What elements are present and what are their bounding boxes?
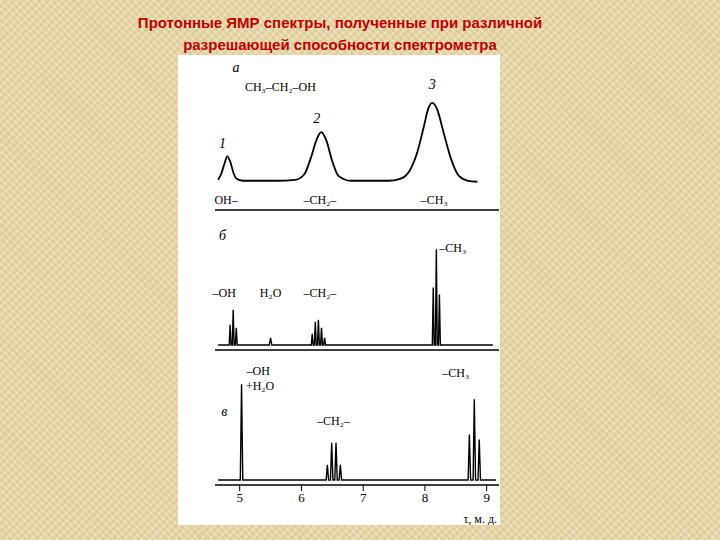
svg-text:–OH: –OH (246, 364, 271, 378)
svg-text:5: 5 (236, 490, 243, 505)
svg-text:–CH₃: –CH₃ (420, 193, 448, 207)
svg-text:+H₂O: +H₂O (246, 379, 275, 393)
svg-text:OH–: OH– (214, 193, 238, 207)
svg-text:–CH₃: –CH₃ (441, 366, 469, 380)
svg-text:τ, м. д.: τ, м. д. (463, 512, 497, 525)
svg-text:H₂O: H₂O (260, 286, 282, 300)
svg-text:3: 3 (428, 77, 436, 92)
svg-text:–CH₂–: –CH₂– (316, 414, 351, 428)
svg-text:–OH: –OH (212, 286, 237, 300)
svg-text:–CH₂–: –CH₂– (303, 286, 338, 300)
svg-text:1: 1 (219, 136, 226, 151)
html-text:Протонные ЯМР спектры, получен: Протонные ЯМР спектры, полученные при ра… (137, 14, 543, 53)
svg-text:6: 6 (298, 490, 305, 505)
svg-text:2: 2 (313, 111, 320, 126)
svg-text:в: в (221, 404, 227, 419)
svg-text:CH₃–CH₂–OH: CH₃–CH₂–OH (245, 80, 316, 94)
svg-text:–CH₃: –CH₃ (438, 241, 466, 255)
svg-text:9: 9 (483, 490, 490, 505)
svg-text:7: 7 (360, 490, 367, 505)
svg-text:–CH₂–: –CH₂– (303, 193, 338, 207)
svg-text:а: а (232, 60, 239, 75)
svg-text:б: б (219, 228, 227, 243)
svg-text:8: 8 (422, 490, 429, 505)
